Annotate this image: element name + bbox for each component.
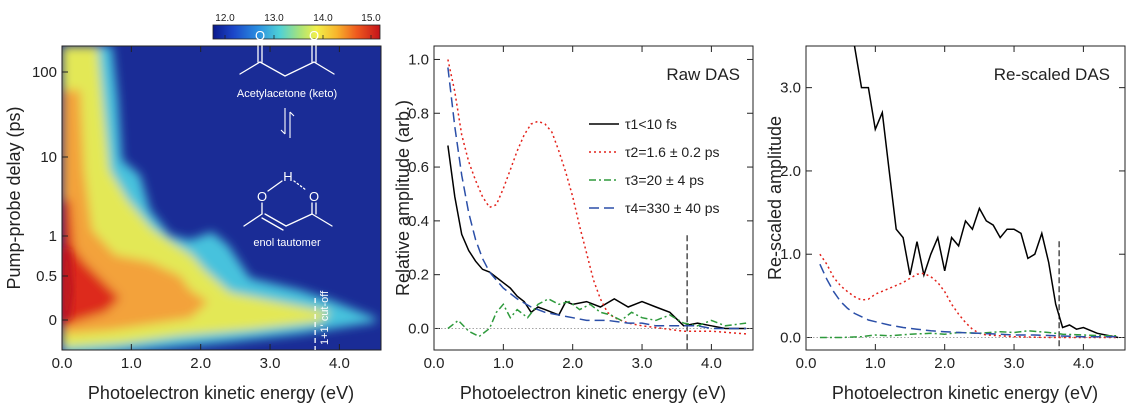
atom-label: O [255,28,265,43]
legend-entry: τ4=330 ± 40 ps [625,200,720,216]
series-line [447,145,747,330]
x-tick-label: 2.0 [562,355,583,372]
raw-das-legend: τ1<10 fs τ2=1.6 ± 0.2 ps τ3=20 ± 4 ps τ4=33… [589,116,720,216]
heatmap-y-axis-label: Pump-probe delay (ps) [4,106,24,289]
x-tick-label: 3.0 [1004,355,1025,372]
rescaled-das-x-axis-label: Photoelectron kinetic energy (eV) [832,383,1098,403]
x-tick-label: 1.0 [865,355,886,372]
x-tick-label: 0.0 [424,355,445,372]
rescaled-das-axes: 0.0 1.0 2.0 3.0 4.0 0.0 1.0 2.0 3.0 [780,46,1125,372]
y-tick-label: 0.0 [780,330,801,347]
y-tick-label: 0.5 [36,268,57,285]
x-tick-label: 4.0 [329,355,350,372]
y-tick-label: 0 [49,312,57,329]
colorbar: 12.0 13.0 14.0 15.0 [212,13,381,40]
rescaled-das-panel: 0.0 1.0 2.0 3.0 4.0 0.0 1.0 2.0 3.0 Re-scaled DA… [765,45,1126,403]
y-tick-label: 100 [32,64,57,81]
x-tick-label: 2.0 [934,355,955,372]
raw-das-x-axis-label: Photoelectron kinetic energy (eV) [460,383,726,403]
colorbar-tick-label: 15.0 [361,13,381,24]
y-tick-label: 0.8 [408,105,429,122]
keto-label: Acetylacetone (keto) [237,88,337,100]
atom-label: O [309,189,319,204]
rescaled-das-y-axis-label: Re-scaled amplitude [765,116,785,280]
enol-label: enol tautomer [253,237,321,249]
raw-das-frame [433,45,754,351]
raw-das-y-axis-label: Relative amplitude (arb.) [393,100,413,296]
enol-molecule [243,180,333,231]
x-tick-label: 0.0 [52,355,73,372]
raw-das-axes: 0.0 1.0 2.0 3.0 4.0 0.0 0.2 0.4 0.6 0.8 1.0 [408,46,753,372]
series-line [853,46,1119,339]
x-tick-label: 1.0 [121,355,142,372]
raw-das-series [447,59,747,338]
legend-entry: τ1<10 fs [625,116,677,132]
legend-entry: τ2=1.6 ± 0.2 ps [625,144,720,160]
atom-label: H [283,169,292,184]
series-line [447,67,747,330]
colorbar-gradient [212,24,381,40]
colorbar-tick-label: 12.0 [215,13,235,24]
heatmap-image [62,46,381,350]
x-tick-label: 3.0 [632,355,653,372]
x-tick-label: 3.0 [260,355,281,372]
atom-label: O [257,189,267,204]
y-tick-label: 0.0 [408,320,429,337]
x-tick-label: 0.0 [796,355,817,372]
y-tick-label: 1.0 [780,246,801,263]
heat-level-red [62,200,120,326]
heat-level-darkred [62,246,74,322]
x-tick-label: 4.0 [1073,355,1094,372]
y-tick-label: 0.2 [408,267,429,284]
cutoff-label: 1+1' cut-off [319,290,331,345]
keto-molecule [239,45,335,77]
series-line [819,330,1119,339]
heatmap-frame [61,45,382,351]
series-line [819,263,1119,338]
y-tick-label: 2.0 [780,163,801,180]
colorbar-tick-label: 14.0 [313,13,333,24]
y-tick-label: 0.4 [408,213,429,230]
x-tick-label: 2.0 [190,355,211,372]
series-line [447,298,747,338]
heatmap-x-axis-label: Photoelectron kinetic energy (eV) [88,383,354,403]
y-tick-label: 1.0 [408,51,429,68]
y-tick-label: 3.0 [780,80,801,97]
raw-das-panel: 0.0 1.0 2.0 3.0 4.0 0.0 0.2 0.4 0.6 0.8 1.0 Raw DA… [393,45,754,403]
y-tick-label: 10 [40,149,57,166]
y-tick-label: 1 [49,228,57,245]
heatmap-axes: 0.0 1.0 2.0 3.0 4.0 0 0.5 1 10 100 [32,46,350,372]
equilibrium-arrows [280,108,295,138]
atom-label: O [309,28,319,43]
raw-das-title: Raw DAS [666,65,740,84]
series-line [819,253,1119,339]
heatmap-panel: 12.0 13.0 14.0 15.0 1+1' cut-off [4,13,382,403]
heat-level-orange [62,90,208,334]
legend-entry: τ3=20 ± 4 ps [625,172,704,188]
colorbar-tick-label: 13.0 [264,13,284,24]
x-tick-label: 1.0 [493,355,514,372]
rescaled-das-frame [805,45,1126,351]
rescaled-das-series [819,46,1119,339]
series-line [447,59,747,335]
rescaled-das-title: Re-scaled DAS [994,65,1110,84]
y-tick-label: 0.6 [408,159,429,176]
x-tick-label: 4.0 [701,355,722,372]
